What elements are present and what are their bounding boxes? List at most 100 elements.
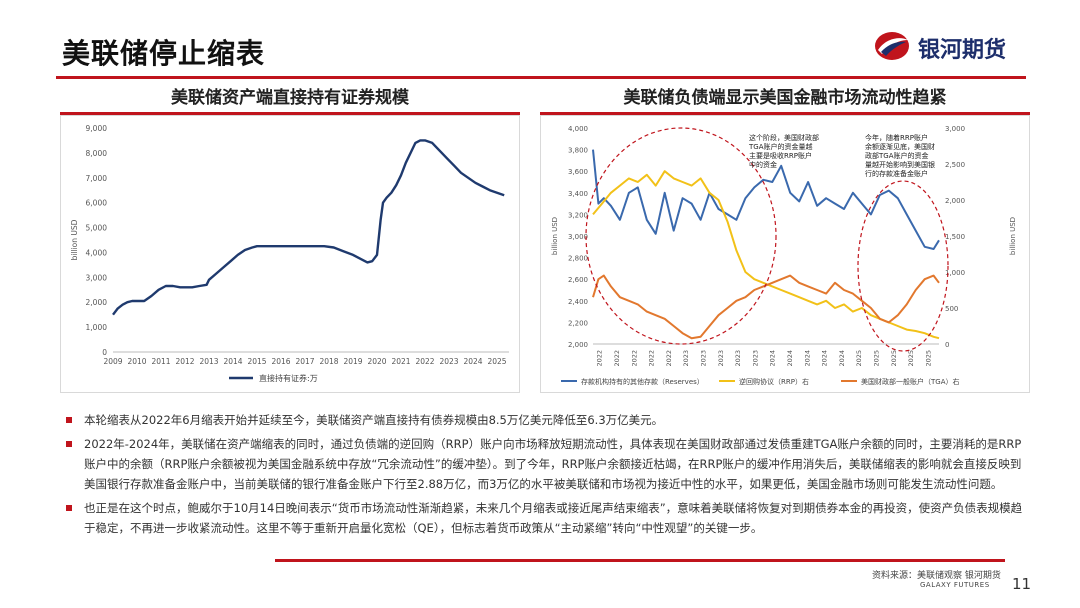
x-tick-label: 2024 xyxy=(838,350,846,367)
y-tick-label: 1,000 xyxy=(86,323,108,332)
bullet-marker xyxy=(66,417,72,423)
y-tick-label: 3,200 xyxy=(568,211,588,219)
bullet-marker xyxy=(66,505,72,511)
x-tick-label: 2025 xyxy=(907,350,915,367)
y-tick-label: 3,000 xyxy=(86,273,108,282)
x-tick-label: 2022 xyxy=(665,350,673,367)
x-tick-label: 2023 xyxy=(699,350,707,367)
bullet-text: 本轮缩表从2022年6月缩表开始并延续至今，美联储资产端直接持有债券规模由8.5… xyxy=(84,413,664,427)
y-tick-label: 3,600 xyxy=(568,168,588,176)
bullet-marker xyxy=(66,441,72,447)
legend-label: 美国财政部一般账户（TGA）右 xyxy=(861,377,960,386)
x-tick-label: 2023 xyxy=(717,350,725,367)
x-tick-label: 2022 xyxy=(596,350,604,367)
legend-label: 存款机构持有的其他存款（Reserves） xyxy=(581,377,704,386)
x-tick-label: 2025 xyxy=(855,350,863,367)
x-tick-label: 2025 xyxy=(890,350,898,367)
x-tick-label: 2025 xyxy=(487,357,506,366)
x-tick-label: 2023 xyxy=(734,350,742,367)
y-axis-label: billion USD xyxy=(70,219,79,260)
y-tick-label: 4,000 xyxy=(568,125,588,133)
y-tick-label: 2,800 xyxy=(568,255,588,263)
brand-name: 银河期货 xyxy=(918,38,1007,63)
x-tick-label: 2022 xyxy=(415,357,434,366)
x-tick-label: 2013 xyxy=(199,357,218,366)
right-panel-divider xyxy=(540,112,1030,115)
y2-tick-label: 3,000 xyxy=(945,125,965,133)
x-tick-label: 2023 xyxy=(682,350,690,367)
securities-holdings-svg: 0 1,000 2,000 3,000 4,000 5,000 6,000 7,000 8,00… xyxy=(70,124,509,383)
x-tick-label: 2009 xyxy=(103,357,122,366)
series-line-rrp xyxy=(592,170,940,340)
x-tick-label: 2024 xyxy=(786,350,794,367)
annotation-text: 今年，随着RRP账户余额逐渐见底，美国财政部TGA账户的资金量越开始影响到美国银… xyxy=(865,133,935,178)
left-panel-title: 美联储资产端直接持有证券规模 xyxy=(171,88,409,108)
bullet-item: 也正是在这个时点，鲍威尔于10月14日晚间表示“货币市场流动性渐渐趋紧，未来几个… xyxy=(64,498,1024,538)
series-line-holdings xyxy=(112,139,505,316)
y-tick-label: 9,000 xyxy=(86,124,108,133)
title-divider xyxy=(56,76,1026,79)
liabilities-chart: 2,000 2,200 2,400 2,600 2,800 3,000 3,200 3,400… xyxy=(540,115,1030,393)
bullet-text: 2022年-2024年，美联储在资产端缩表的同时，通过负债端的逆回购（RRP）账… xyxy=(84,437,1022,491)
liabilities-svg: 2,000 2,200 2,400 2,600 2,800 3,000 3,200 3,400… xyxy=(551,125,1017,386)
x-tick-label: 2011 xyxy=(151,357,170,366)
x-tick-label: 2022 xyxy=(613,350,621,367)
x-tick-label: 2016 xyxy=(271,357,290,366)
securities-holdings-chart: 0 1,000 2,000 3,000 4,000 5,000 6,000 7,000 8,00… xyxy=(60,115,520,393)
y-tick-label: 2,200 xyxy=(568,319,588,327)
series-line-reserves xyxy=(592,149,940,250)
y-tick-label: 2,000 xyxy=(86,298,108,307)
highlight-ellipse-2025 xyxy=(857,180,949,352)
x-tick-label: 2025 xyxy=(872,350,880,367)
y-tick-label: 3,400 xyxy=(568,190,588,198)
x-tick-label: 2010 xyxy=(127,357,146,366)
y-tick-label: 8,000 xyxy=(86,149,108,158)
bullet-text: 也正是在这个时点，鲍威尔于10月14日晚间表示“货币市场流动性渐渐趋紧，未来几个… xyxy=(84,501,1023,535)
annotation-text: 这个阶段，美国财政部 TGA账户的资金量越主要是吸收RRP账户中的资金 xyxy=(748,133,819,169)
x-tick-label: 2022 xyxy=(648,350,656,367)
x-tick-label: 2024 xyxy=(463,357,482,366)
y2-tick-label: 0 xyxy=(945,341,949,349)
x-tick-label: 2018 xyxy=(319,357,338,366)
y2-tick-label: 1,500 xyxy=(945,233,965,241)
y-tick-label: 5,000 xyxy=(86,224,108,233)
x-tick-label: 2014 xyxy=(223,357,242,366)
y-tick-label: 2,000 xyxy=(568,341,588,349)
y-tick-label: 0 xyxy=(102,348,107,357)
legend-label: 直接持有证券:万 xyxy=(259,373,318,383)
y-tick-label: 6,000 xyxy=(86,199,108,208)
bullet-item: 2022年-2024年，美联储在资产端缩表的同时，通过负债端的逆回购（RRP）账… xyxy=(64,434,1024,494)
right-panel-title: 美联储负债端显示美国金融市场流动性趋紧 xyxy=(623,88,947,108)
x-tick-label: 2025 xyxy=(924,350,932,367)
y-tick-label: 7,000 xyxy=(86,174,108,183)
x-tick-label: 2021 xyxy=(391,357,410,366)
y-tick-label: 4,000 xyxy=(86,248,108,257)
page-number: 11 xyxy=(1012,575,1032,593)
y2-tick-label: 500 xyxy=(945,305,958,313)
footer-brand: GALAXY FUTURES xyxy=(920,581,990,589)
footer-divider xyxy=(275,559,1005,562)
x-tick-label: 2022 xyxy=(630,350,638,367)
galaxy-logo-icon xyxy=(875,32,909,60)
x-tick-label: 2024 xyxy=(769,350,777,367)
bullet-list: 本轮缩表从2022年6月缩表开始并延续至今，美联储资产端直接持有债券规模由8.5… xyxy=(64,410,1024,542)
x-tick-label: 2024 xyxy=(803,350,811,367)
bullet-item: 本轮缩表从2022年6月缩表开始并延续至今，美联储资产端直接持有债券规模由8.5… xyxy=(64,410,1024,430)
x-tick-label: 2023 xyxy=(751,350,759,367)
x-tick-label: 2017 xyxy=(295,357,314,366)
x-tick-label: 2023 xyxy=(439,357,458,366)
y-tick-label: 3,000 xyxy=(568,233,588,241)
y2-tick-label: 2,500 xyxy=(945,161,965,169)
y-axis-label: billion USD xyxy=(551,217,559,255)
series-line-tga xyxy=(592,274,940,340)
y-tick-label: 3,800 xyxy=(568,147,588,155)
y2-tick-label: 1,000 xyxy=(945,269,965,277)
brand-logo: 银河期货 xyxy=(872,28,1042,64)
legend-label: 逆回购协议（RRP）右 xyxy=(739,377,809,386)
highlight-ellipse-2022-2024 xyxy=(585,127,777,345)
y2-tick-label: 2,000 xyxy=(945,197,965,205)
x-tick-label: 2020 xyxy=(367,357,386,366)
left-panel-divider xyxy=(60,112,520,115)
y-tick-label: 2,400 xyxy=(568,298,588,306)
x-tick-label: 2015 xyxy=(247,357,266,366)
